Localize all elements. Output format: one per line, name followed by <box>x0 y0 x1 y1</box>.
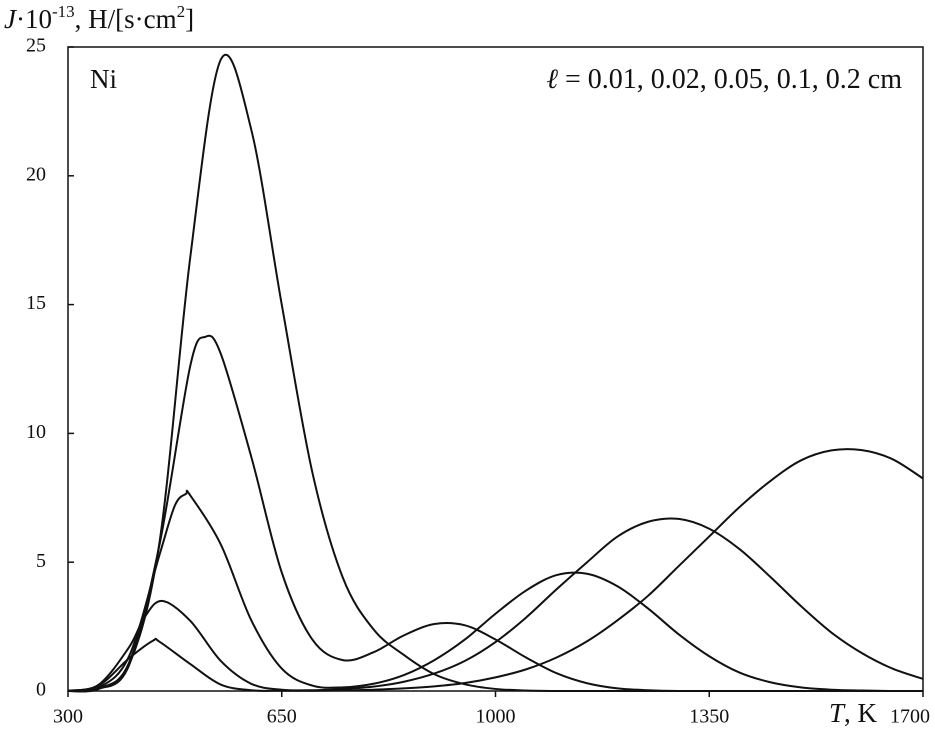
y-label-part: , H/[s·cm <box>75 4 177 34</box>
y-tick-label: 10 <box>26 421 46 443</box>
y-label-part: -13 <box>52 2 75 21</box>
y-tick-label: 5 <box>36 550 46 572</box>
y-axis-label: J·10-13, H/[s·cm2] <box>4 2 194 34</box>
y-tick-label: 0 <box>36 679 46 701</box>
line-series <box>67 448 924 692</box>
y-tick-label: 20 <box>26 163 46 185</box>
line-series <box>67 53 923 693</box>
y-tick-label: 25 <box>26 35 46 57</box>
y-tick-label: 15 <box>26 292 46 314</box>
annotation-part: = 0.01, 0.02, 0.05, 0.1, 0.2 cm <box>558 64 902 95</box>
x-tick-label: 650 <box>267 706 297 728</box>
x-label-part: T <box>829 698 846 728</box>
annotation: Ni <box>90 64 117 94</box>
annotation: ℓ = 0.01, 0.02, 0.05, 0.1, 0.2 cm <box>546 64 902 95</box>
y-label-part: 2 <box>177 2 186 21</box>
x-tick-label: 1700 <box>890 706 930 728</box>
line-series <box>67 517 924 692</box>
y-label-part: J <box>4 4 18 34</box>
x-tick-label: 300 <box>53 706 83 728</box>
y-label-part: ] <box>185 4 194 34</box>
x-tick-label: 1350 <box>689 706 729 728</box>
x-tick-label: 1000 <box>476 706 516 728</box>
y-label-part: ·10 <box>16 4 52 34</box>
annotation-part: ℓ <box>546 64 558 95</box>
plot-frame <box>67 46 924 692</box>
x-label-part: , K <box>844 698 878 728</box>
line-series <box>67 489 924 693</box>
line-series <box>67 334 923 693</box>
x-axis-label: T, K <box>829 698 878 728</box>
